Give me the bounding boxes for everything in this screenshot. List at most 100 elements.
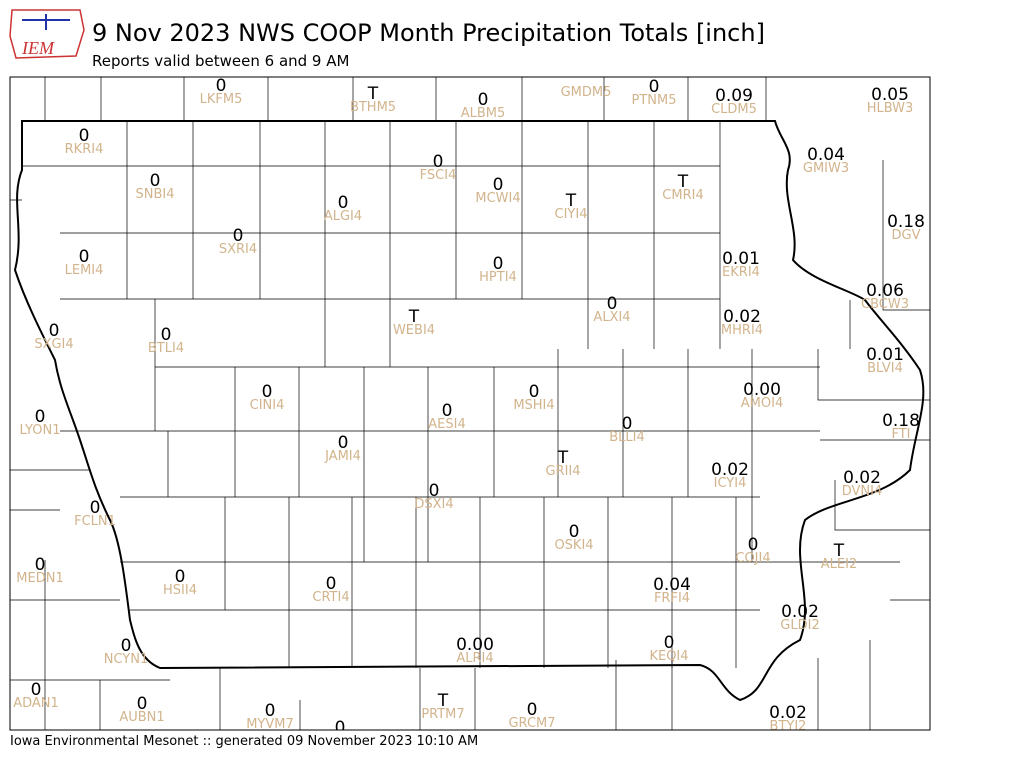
station-value: 0.18 bbox=[887, 212, 925, 232]
station-value: 0 bbox=[31, 680, 42, 700]
station-value: 0 bbox=[79, 126, 90, 146]
station-id: ALGI4 bbox=[324, 209, 362, 224]
station-value: 0 bbox=[35, 407, 46, 427]
station-id: GLDI2 bbox=[780, 618, 819, 633]
station-value: 0 bbox=[748, 535, 759, 555]
station-id: SNBI4 bbox=[136, 187, 175, 202]
station-id: AUBN1 bbox=[119, 710, 164, 725]
station-id: HPTI4 bbox=[479, 270, 517, 285]
station-value: 0 bbox=[161, 325, 172, 345]
station-id: ALEI2 bbox=[821, 557, 857, 572]
station-id: WEBI4 bbox=[393, 323, 435, 338]
station-id: GMDM5 bbox=[561, 85, 612, 100]
map-frame bbox=[9, 76, 931, 731]
station-id: ADAN1 bbox=[13, 696, 59, 711]
station-value: 0.01 bbox=[722, 249, 760, 269]
station-id: AESI4 bbox=[428, 417, 465, 432]
footer: Iowa Environmental Mesonet :: generated … bbox=[10, 734, 478, 749]
station-value: 0 bbox=[175, 567, 186, 587]
station-id: MHRI4 bbox=[721, 323, 763, 338]
station-id: MEDN1 bbox=[16, 571, 63, 586]
station-value: 0 bbox=[90, 498, 101, 518]
station-value: 0 bbox=[335, 718, 346, 738]
station-value: 0 bbox=[527, 700, 538, 720]
station-value: 0 bbox=[49, 321, 60, 341]
station-id: MCWI4 bbox=[475, 191, 520, 206]
station-value: 0.00 bbox=[456, 635, 494, 655]
station-value: 0 bbox=[233, 226, 244, 246]
station-value: 0 bbox=[150, 171, 161, 191]
station-value: 0 bbox=[442, 401, 453, 421]
station-id: EKRI4 bbox=[722, 265, 760, 280]
state-border bbox=[13, 120, 925, 702]
station-id: ALRI4 bbox=[456, 651, 493, 666]
station-value: 0.04 bbox=[807, 145, 845, 165]
logo-text: IEM bbox=[21, 38, 55, 58]
station-id: CIYI4 bbox=[555, 207, 588, 222]
station-value: T bbox=[408, 307, 420, 327]
station-value: 0 bbox=[433, 152, 444, 172]
station-id: MYVM7 bbox=[246, 717, 294, 732]
station-id: MSHI4 bbox=[513, 398, 554, 413]
station-value: 0.01 bbox=[866, 345, 904, 365]
station-value: 0.00 bbox=[743, 380, 781, 400]
station-id: CRTI4 bbox=[312, 590, 349, 605]
station-id: LYON1 bbox=[20, 423, 61, 438]
station-value: 0 bbox=[262, 382, 273, 402]
station-value: 0.18 bbox=[882, 411, 920, 431]
station-id: CMRI4 bbox=[662, 188, 703, 203]
station-id: DVNI4 bbox=[842, 484, 883, 499]
station-value: 0 bbox=[35, 555, 46, 575]
station-value: 0.02 bbox=[781, 602, 819, 622]
station-value: 0 bbox=[493, 254, 504, 274]
station-id: AMOI4 bbox=[741, 396, 783, 411]
station-value: 0.04 bbox=[653, 575, 691, 595]
station-value: 0.06 bbox=[866, 281, 904, 301]
station-value: 0 bbox=[569, 522, 580, 542]
station-id: BTHM5 bbox=[350, 100, 396, 115]
station-id: CINI4 bbox=[250, 398, 285, 413]
station-id: DGV bbox=[892, 228, 921, 243]
station-value: 0 bbox=[649, 77, 660, 97]
station-value: 0 bbox=[529, 382, 540, 402]
station-id: JAMI4 bbox=[324, 449, 361, 464]
station-value: T bbox=[557, 448, 569, 468]
station-id: PTNM5 bbox=[632, 93, 677, 108]
station-id: HLBW3 bbox=[867, 101, 914, 116]
station-value: 0 bbox=[338, 193, 349, 213]
station-value: 0 bbox=[607, 294, 618, 314]
station-id: BLVI4 bbox=[867, 361, 903, 376]
station-id: CBCW3 bbox=[861, 297, 909, 312]
station-value: 0 bbox=[493, 175, 504, 195]
station-id: ICYI4 bbox=[714, 476, 747, 491]
station-id: ALXI4 bbox=[593, 310, 630, 325]
station-id: SXRI4 bbox=[219, 242, 257, 257]
station-id: BTLI4 bbox=[148, 341, 184, 356]
station-id: PRTM7 bbox=[421, 707, 464, 722]
station-id: OSKI4 bbox=[554, 538, 593, 553]
station-id: ALBM5 bbox=[461, 106, 506, 121]
station-id: LKFM5 bbox=[200, 92, 243, 107]
station-value: T bbox=[437, 691, 449, 711]
station-value: 0.02 bbox=[723, 307, 761, 327]
station-value: 0 bbox=[622, 414, 633, 434]
station-id: GMIW3 bbox=[803, 161, 849, 176]
station-id: BTYI2 bbox=[770, 719, 807, 734]
station-value: T bbox=[565, 191, 577, 211]
station-id: FTI bbox=[891, 427, 910, 442]
station-value: 0.02 bbox=[843, 468, 881, 488]
station-value: 0.09 bbox=[715, 86, 753, 106]
station-id: FRFI4 bbox=[654, 591, 690, 606]
station-value: 0.02 bbox=[769, 703, 807, 723]
station-value: 0 bbox=[121, 636, 132, 656]
station-value: T bbox=[833, 541, 845, 561]
station-value: 0 bbox=[326, 574, 337, 594]
station-id: GRII4 bbox=[545, 464, 580, 479]
station-id: BLLI4 bbox=[609, 430, 645, 445]
station-id: KEQI4 bbox=[649, 649, 688, 664]
station-id: LEMI4 bbox=[65, 263, 104, 278]
